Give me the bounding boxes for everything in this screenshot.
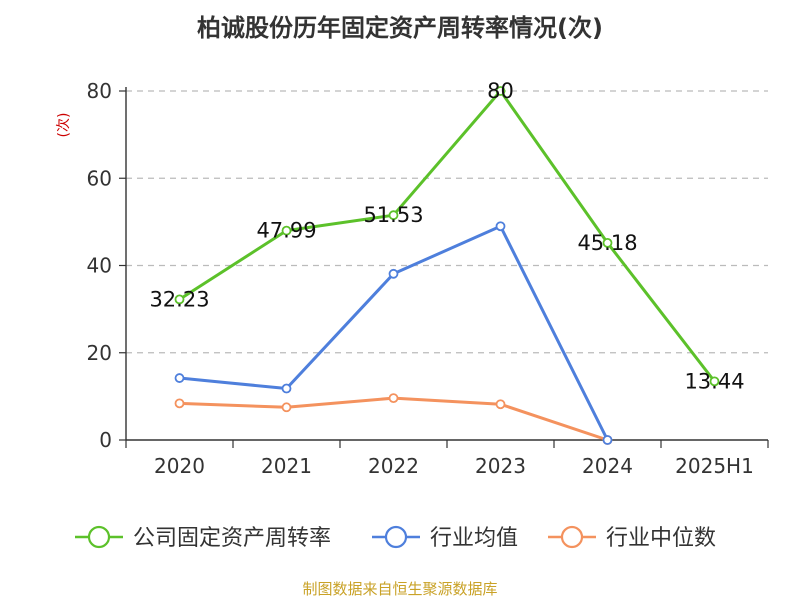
series-line	[178, 89, 716, 383]
x-tick-label: 2020	[154, 454, 205, 478]
data-label: 32.23	[149, 287, 209, 311]
legend: 公司固定资产周转率 行业均值 行业中位数	[75, 525, 716, 551]
data-label: 80	[487, 79, 514, 103]
data-label: 51.53	[363, 203, 423, 227]
data-point	[495, 399, 506, 410]
chart-title: 柏诚股份历年固定资产周转率情况(次)	[197, 14, 603, 42]
legend-label: 行业均值	[430, 526, 518, 551]
data-label: 47.99	[256, 219, 316, 243]
axes: 0 20 40 60 80 2020 2021 2022 2023 2024 2025H1	[87, 79, 769, 478]
x-tick-label: 2025H1	[675, 454, 754, 478]
source-note: 制图数据来自恒生聚源数据库	[302, 580, 497, 598]
data-point	[388, 210, 399, 221]
data-point	[174, 398, 185, 409]
legend-swatch-marker	[87, 525, 111, 549]
data-point	[388, 393, 399, 404]
data-point	[709, 376, 720, 387]
data-label: 13.44	[684, 369, 744, 393]
legend-label: 公司固定资产周转率	[133, 526, 331, 551]
y-tick-label: 60	[87, 166, 112, 190]
data-point	[174, 294, 185, 305]
x-tick-label: 2024	[582, 454, 633, 478]
x-tick-label: 2021	[261, 454, 312, 478]
y-tick-label: 40	[87, 254, 112, 278]
data-point	[281, 402, 292, 413]
data-point	[495, 86, 506, 96]
data-point	[281, 383, 292, 394]
data-point	[495, 221, 506, 232]
data-label: 45.18	[577, 231, 637, 255]
x-tick-label: 2022	[368, 454, 419, 478]
gridlines	[126, 90, 768, 354]
y-tick-label: 20	[87, 341, 112, 365]
data-point	[602, 238, 613, 248]
legend-label: 行业中位数	[606, 526, 716, 551]
data-point	[281, 225, 292, 236]
data-labels: 32.23 47.99 51.53 80 45.18 13.44	[149, 79, 744, 393]
y-tick-label: 0	[99, 428, 112, 452]
y-axis-label: (次)	[56, 113, 72, 138]
series-line	[179, 396, 608, 442]
legend-swatch-marker	[384, 525, 408, 549]
x-tick-label: 2023	[475, 454, 526, 478]
legend-swatch-marker	[560, 525, 584, 549]
data-point	[602, 435, 613, 445]
data-point	[174, 373, 185, 383]
series-group	[174, 86, 720, 445]
y-tick-label: 80	[87, 79, 112, 103]
data-point	[388, 268, 399, 279]
